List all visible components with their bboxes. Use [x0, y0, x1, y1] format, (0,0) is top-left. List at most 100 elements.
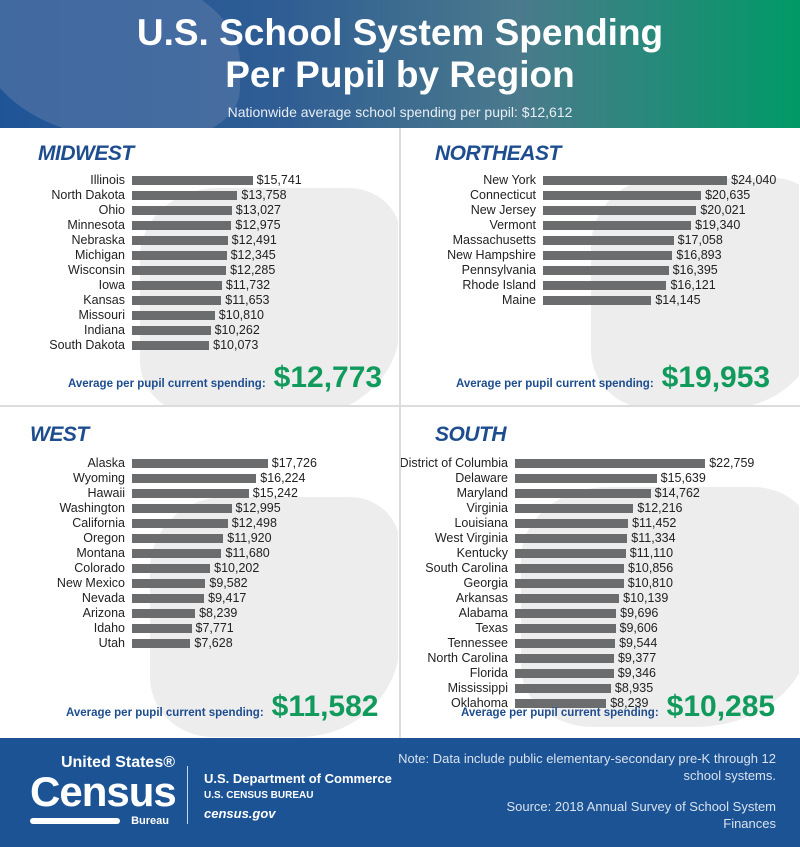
value-label: $11,653	[225, 293, 270, 307]
bar-row: Mississippi $8,935	[401, 681, 799, 696]
bar	[132, 266, 227, 275]
category-label: Hawaii	[87, 486, 125, 500]
bar-row: Kansas $11,653	[0, 293, 398, 308]
bar	[132, 639, 191, 648]
value-label: $10,810	[218, 308, 264, 322]
category-label: Delaware	[455, 471, 508, 485]
bar	[132, 519, 228, 528]
category-label: Maryland	[456, 486, 508, 500]
bar-row: Wisconsin $12,285	[0, 263, 398, 278]
bar	[543, 191, 702, 200]
category-label: Minnesota	[67, 218, 125, 232]
value-label: $11,110	[629, 546, 674, 560]
value-label: $12,498	[231, 516, 277, 530]
bar-row: Arkansas $10,139	[401, 591, 799, 606]
category-label: New Hampshire	[447, 248, 536, 262]
bar-row: Maine $14,145	[401, 293, 799, 308]
logo-main-text: Census	[30, 768, 177, 815]
value-label: $11,452	[632, 516, 677, 530]
bar-row: Connecticut $20,635	[401, 188, 799, 203]
average-value: $12,773	[273, 361, 383, 394]
census-logo[interactable]: United States® Census Bureau	[30, 754, 177, 830]
bar	[515, 699, 607, 708]
bar	[515, 504, 634, 513]
category-label: Michigan	[74, 248, 125, 262]
divider-vertical	[399, 128, 401, 738]
south-title: SOUTH	[435, 423, 507, 446]
bar	[543, 206, 697, 215]
value-label: $11,920	[227, 531, 272, 545]
website-link[interactable]: census.gov	[204, 806, 276, 821]
panel-midwest: MIDWEST Illinois $15,741 North Dakota $13,75…	[0, 128, 398, 405]
value-label: $12,491	[231, 233, 277, 247]
category-label: Indiana	[83, 323, 125, 337]
category-label: Mississippi	[447, 681, 508, 695]
category-label: Washington	[59, 501, 125, 515]
category-label: Iowa	[98, 278, 125, 292]
bar-row: Minnesota $12,975	[0, 218, 398, 233]
value-label: $16,395	[672, 263, 718, 277]
bar-row: North Carolina $9,377	[401, 651, 799, 666]
bar-row: Massachusetts $17,058	[401, 233, 799, 248]
bar-row: Virginia $12,216	[401, 501, 799, 516]
bar	[543, 251, 673, 260]
bar	[515, 594, 620, 603]
bar	[543, 221, 692, 230]
value-label: $17,726	[271, 456, 317, 470]
bar-row: Montana $11,680	[0, 546, 398, 561]
northeast-average: Average per pupil current spending: $19,9…	[456, 361, 770, 395]
footer-divider	[187, 766, 188, 824]
category-label: Tennessee	[447, 636, 508, 650]
bar-row: Rhode Island $16,121	[401, 278, 799, 293]
category-label: Colorado	[74, 561, 125, 575]
category-label: Virginia	[466, 501, 508, 515]
value-label: $15,639	[660, 471, 706, 485]
value-label: $16,121	[670, 278, 716, 292]
bar-row: South Dakota $10,073	[0, 338, 398, 353]
value-label: $8,239	[199, 606, 238, 620]
bar	[132, 311, 215, 320]
bar	[543, 281, 667, 290]
title-line-2: Per Pupil by Region	[225, 54, 575, 95]
bar-row: Tennessee $9,544	[401, 636, 799, 651]
bar-row: New Jersey $20,021	[401, 203, 799, 218]
bar	[132, 236, 228, 245]
bar	[132, 326, 211, 335]
logo-top-text: United States®	[60, 754, 175, 771]
bar	[132, 459, 268, 468]
category-label: Massachusetts	[452, 233, 536, 247]
value-label: $19,340	[695, 218, 741, 232]
value-label: $24,040	[731, 173, 777, 187]
bar-row: Colorado $10,202	[0, 561, 398, 576]
average-label: Average per pupil current spending:	[461, 707, 659, 719]
bar-row: Alaska $17,726	[0, 456, 398, 471]
value-label: $10,262	[214, 323, 260, 337]
bar	[132, 251, 227, 260]
bar-row: Washington $12,995	[0, 501, 398, 516]
value-label: $20,635	[705, 188, 751, 202]
value-label: $12,216	[637, 501, 683, 515]
bar	[515, 639, 616, 648]
category-label: Alabama	[458, 606, 508, 620]
value-label: $17,058	[677, 233, 723, 247]
value-label: $9,582	[209, 576, 248, 590]
bar-row: Wyoming $16,224	[0, 471, 398, 486]
category-label: Arkansas	[455, 591, 508, 605]
category-label: Vermont	[489, 218, 536, 232]
data-source: Source: 2018 Annual Survey of School Sys…	[506, 799, 776, 831]
bar	[132, 624, 192, 633]
bar-row: Florida $9,346	[401, 666, 799, 681]
category-label: Arizona	[82, 606, 125, 620]
average-label: Average per pupil current spending:	[66, 707, 264, 719]
bar	[132, 579, 206, 588]
category-label: Texas	[475, 621, 508, 635]
value-label: $9,696	[620, 606, 659, 620]
panel-south: SOUTH District of Columbia $22,759 Delaware…	[401, 407, 799, 738]
region-map-background	[591, 178, 799, 405]
value-label: $12,975	[235, 218, 281, 232]
average-value: $11,582	[271, 690, 379, 723]
category-label: Louisiana	[454, 516, 508, 530]
bar-row: Oklahoma $8,239	[401, 696, 799, 711]
bar	[132, 489, 249, 498]
value-label: $9,346	[617, 666, 656, 680]
